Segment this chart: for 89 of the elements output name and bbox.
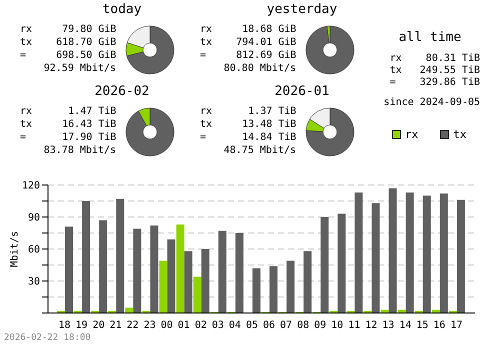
legend-label: rx xyxy=(405,128,418,141)
x-tick-label: 04 xyxy=(228,320,241,332)
chart-title: 2026-02 xyxy=(94,84,150,99)
bar xyxy=(99,220,108,313)
text: since 2024-09-05 xyxy=(382,97,480,109)
bar xyxy=(65,226,73,313)
text: rx 79.80 GiB xyxy=(20,23,116,36)
x-tick-label: 15 xyxy=(416,320,428,332)
x-tick-label: 01 xyxy=(178,320,190,332)
x-tick-label: 09 xyxy=(314,320,326,332)
bar xyxy=(82,201,90,313)
x-tick-label: 11 xyxy=(348,320,360,332)
text: rx 18.68 GiB xyxy=(200,23,296,36)
text: = 812.69 GiB xyxy=(200,49,296,62)
y-axis-title: Mbit/s xyxy=(10,230,21,268)
text: 92.59 Mbit/s xyxy=(42,62,116,75)
bar xyxy=(406,192,414,313)
donut-slice xyxy=(126,108,174,156)
x-tick-label: 02 xyxy=(194,320,207,332)
y-tick-label: 60 xyxy=(28,244,40,256)
bar xyxy=(184,251,192,313)
bar xyxy=(176,224,184,313)
bar xyxy=(354,192,363,313)
donut-slice xyxy=(126,26,174,74)
text: 80.80 Mbit/s xyxy=(222,62,296,75)
bar xyxy=(193,276,202,313)
x-tick-label: 23 xyxy=(144,320,156,332)
donut-slice xyxy=(306,26,354,74)
bar xyxy=(201,249,210,313)
x-tick-label: 06 xyxy=(262,320,276,332)
text: = 698.50 GiB xyxy=(20,49,116,62)
text: rx 1.47 TiB xyxy=(20,105,116,118)
bar xyxy=(456,200,465,313)
text: 83.78 Mbit/s xyxy=(42,144,116,157)
text: tx 16.43 TiB xyxy=(20,118,116,131)
bar xyxy=(270,266,278,313)
x-tick-label: 19 xyxy=(76,320,88,332)
bar xyxy=(252,268,260,313)
legend-label: tx xyxy=(453,128,466,141)
text: 48.75 Mbit/s xyxy=(222,144,296,157)
bar xyxy=(133,228,142,313)
bar xyxy=(167,239,176,313)
text: = 17.90 TiB xyxy=(20,131,116,144)
x-tick-label: 16 xyxy=(433,320,446,332)
text: rx 1.37 TiB xyxy=(200,105,296,118)
bar xyxy=(440,194,448,313)
bar xyxy=(320,217,329,313)
text: rx 80.31 TiB xyxy=(388,53,480,65)
x-tick-label: 00 xyxy=(160,320,173,332)
x-tick-label: 10 xyxy=(331,320,344,332)
x-tick-label: 05 xyxy=(246,320,258,332)
bar xyxy=(125,308,134,313)
x-tick-label: 07 xyxy=(280,320,292,332)
text: tx 249.55 TiB xyxy=(388,65,480,77)
x-tick-label: 12 xyxy=(365,320,378,332)
text: all time xyxy=(398,30,462,45)
x-tick-label: 21 xyxy=(110,320,122,332)
chart-title: 2026-01 xyxy=(274,84,330,99)
text: = 14.84 TiB xyxy=(200,131,296,144)
x-tick-label: 03 xyxy=(212,320,224,332)
bar xyxy=(422,196,431,313)
x-tick-label: 18 xyxy=(58,320,71,332)
bar xyxy=(235,233,244,313)
x-tick-label: 08 xyxy=(297,320,310,332)
y-tick-label: 120 xyxy=(22,180,40,192)
bar xyxy=(286,260,295,313)
x-tick-label: 22 xyxy=(126,320,139,332)
text: = 329.86 TiB xyxy=(388,77,480,89)
text: 2026-02-22 18:00 xyxy=(4,333,91,343)
y-tick-label: 30 xyxy=(28,276,40,288)
chart-title: yesterday xyxy=(266,2,338,17)
donut-slice xyxy=(306,108,354,156)
bar xyxy=(388,188,397,313)
text: tx 794.01 GiB xyxy=(200,36,296,49)
x-tick-label: 14 xyxy=(399,320,412,332)
x-tick-label: 13 xyxy=(382,320,394,332)
bar xyxy=(116,198,124,313)
bar xyxy=(150,226,158,313)
bar xyxy=(218,230,226,313)
x-tick-label: 17 xyxy=(450,320,463,332)
bar xyxy=(372,203,380,313)
bar xyxy=(304,251,312,313)
text: tx 618.70 GiB xyxy=(20,36,116,49)
chart-title: today xyxy=(101,2,143,17)
y-tick-label: 90 xyxy=(28,212,40,224)
bar xyxy=(159,260,168,313)
x-tick-label: 20 xyxy=(92,320,105,332)
bar xyxy=(338,214,346,313)
text: tx 13.48 TiB xyxy=(200,118,296,131)
